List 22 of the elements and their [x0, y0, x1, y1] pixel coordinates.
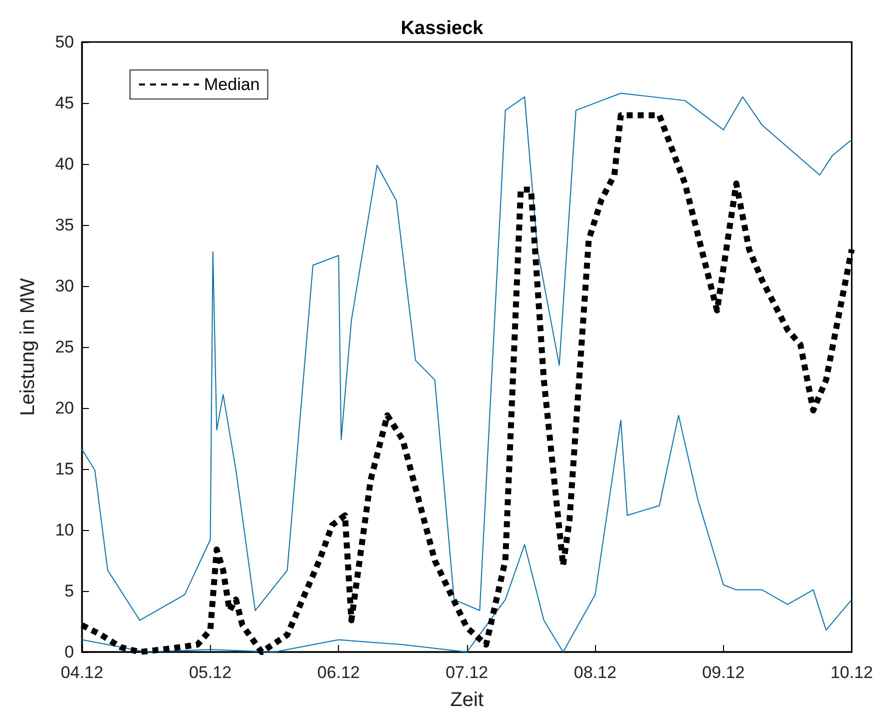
y-tick-label: 40 — [55, 154, 74, 174]
x-tick-label: 05.12 — [189, 663, 232, 682]
x-tick-label: 09.12 — [702, 663, 745, 682]
x-tick-label: 06.12 — [317, 663, 360, 682]
y-tick-label: 15 — [55, 460, 74, 478]
y-tick-label: 20 — [55, 398, 74, 418]
x-tick-label: 10.12 — [830, 663, 874, 682]
x-tick-label: 04.12 — [60, 663, 104, 682]
y-axis-title: Leistung in MW — [17, 278, 39, 416]
y-tick-label: 30 — [55, 276, 74, 296]
chart-title: Kassieck — [400, 18, 484, 39]
y-tick-label: 50 — [55, 32, 74, 52]
y-tick-label: 45 — [55, 94, 74, 112]
y-tick-label: 35 — [55, 216, 74, 234]
y-tick-label: 10 — [55, 520, 74, 540]
x-tick-label: 07.12 — [446, 663, 488, 682]
legend-label: Median — [204, 75, 260, 94]
x-axis-title: Zeit — [450, 689, 484, 711]
y-tick-label: 0 — [64, 642, 74, 662]
x-tick-label: 08.12 — [574, 663, 616, 682]
y-tick-label: 5 — [64, 582, 74, 600]
y-tick-label: 25 — [55, 338, 74, 356]
